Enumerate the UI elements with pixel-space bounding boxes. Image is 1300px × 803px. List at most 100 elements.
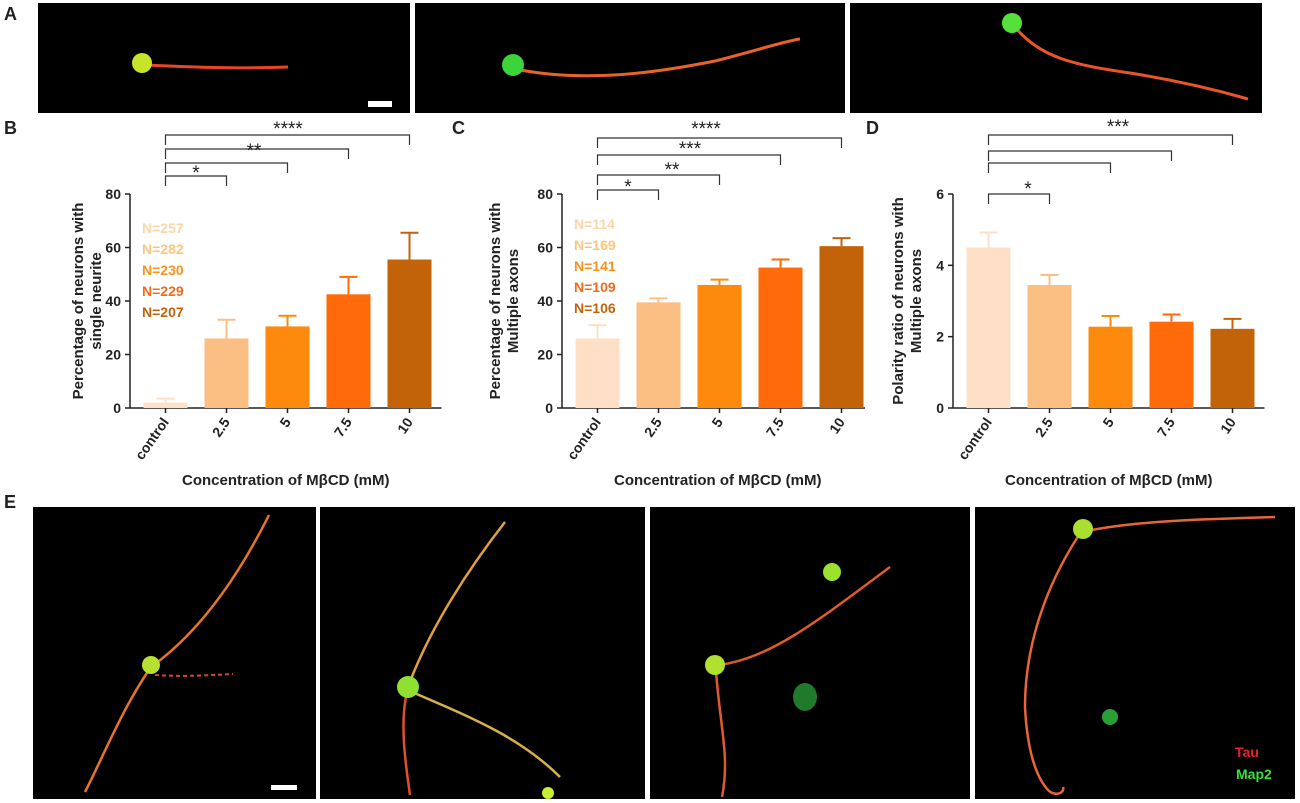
significance-label: ***	[1107, 117, 1130, 138]
bar-control	[143, 402, 188, 408]
x-tick-label: control	[132, 415, 172, 463]
y-axis-label: Multiple axons	[908, 249, 925, 353]
significance-bracket	[596, 174, 721, 185]
y-tick-label: 4	[936, 257, 944, 273]
neurite-trace	[402, 696, 412, 796]
cell-debris	[1102, 709, 1118, 725]
micrograph-a1	[38, 3, 410, 113]
bar-5	[697, 284, 742, 408]
significance-label: *	[624, 177, 632, 198]
neurite-trace	[411, 690, 561, 778]
x-axis-label: Concentration of MβCD (mM)	[614, 472, 821, 489]
y-tick-label: 0	[936, 400, 944, 416]
neuron-soma	[542, 787, 554, 799]
scale-bar	[271, 785, 297, 790]
n-label: N=282	[142, 241, 184, 257]
bar-7.5	[326, 294, 371, 408]
neuron-soma	[132, 53, 152, 73]
n-label: N=109	[574, 279, 616, 295]
y-axis-label: Percentage of neurons with	[487, 203, 504, 400]
y-tick-label: 2	[936, 329, 944, 345]
axon-trace	[714, 670, 727, 798]
bar-5	[1088, 326, 1133, 408]
n-label: N=106	[574, 300, 616, 316]
significance-bracket	[987, 134, 1234, 145]
y-tick-label: 0	[113, 400, 121, 416]
axon-trace	[406, 521, 506, 688]
y-tick-label: 60	[537, 240, 553, 256]
n-label: N=229	[142, 283, 184, 299]
micrograph-e3	[650, 507, 970, 799]
n-label: N=141	[574, 258, 616, 274]
neuron-soma	[502, 54, 524, 76]
significance-label: ***	[679, 139, 702, 160]
neuron-soma	[1002, 13, 1022, 33]
neuron-soma	[397, 676, 419, 698]
scale-bar	[368, 101, 392, 107]
axon-trace	[1023, 534, 1081, 795]
significance-label: ****	[691, 119, 721, 140]
x-tick-label: 2.5	[1032, 414, 1056, 439]
x-tick-label: 7.5	[763, 414, 787, 439]
bar-control	[966, 247, 1011, 408]
bar-2.5	[636, 302, 681, 408]
n-label: N=230	[142, 262, 184, 278]
significance-label: *	[192, 163, 200, 184]
y-tick-label: 20	[537, 347, 553, 363]
significance-label: **	[247, 141, 262, 162]
panel-label-a: A	[4, 4, 17, 24]
x-tick-label: 2.5	[641, 414, 665, 439]
bar-10	[1210, 328, 1255, 408]
x-tick-label: 2.5	[209, 414, 233, 439]
x-tick-label: 10	[826, 414, 848, 436]
chart-polarity-ratio: 0 2 4 6 control 2.5 5 7.5 10 Concentration of MβC…	[890, 117, 1265, 489]
x-axis-label: Concentration of MβCD (mM)	[1005, 472, 1212, 489]
significance-bracket	[164, 134, 411, 145]
x-tick-label: 5	[1099, 414, 1117, 430]
axon-trace	[1086, 515, 1276, 533]
neuron-soma	[705, 655, 725, 675]
legend-tau: Tau	[1235, 744, 1259, 760]
x-tick-label: control	[564, 415, 604, 463]
significance-bracket	[987, 162, 1112, 173]
y-tick-label: 40	[537, 293, 553, 309]
panel-label-d: D	[866, 118, 879, 138]
bar-10	[387, 259, 432, 408]
y-tick-label: 80	[105, 186, 121, 202]
y-tick-label: 0	[545, 400, 553, 416]
significance-bracket	[987, 150, 1173, 161]
bar-7.5	[758, 267, 803, 408]
panel-label-e: E	[4, 492, 17, 512]
x-tick-label: control	[955, 415, 995, 463]
neuron-soma	[142, 656, 160, 674]
bar-10	[819, 246, 864, 408]
micrograph-e1	[33, 507, 316, 799]
micrograph-e2	[320, 507, 645, 799]
significance-label: ****	[273, 119, 303, 140]
axon-trace	[1013, 26, 1249, 101]
x-tick-label: 5	[708, 414, 726, 430]
significance-bracket	[596, 137, 843, 148]
neuron-soma	[823, 563, 841, 581]
micrograph-a3	[850, 3, 1262, 113]
axon-trace	[719, 565, 891, 667]
axon-trace	[514, 37, 801, 78]
y-axis-label: Polarity ratio of neurons with	[890, 197, 907, 405]
x-tick-label: 7.5	[1154, 414, 1178, 439]
axon-trace	[145, 63, 289, 70]
panel-label-c: C	[452, 118, 465, 138]
neurite-trace	[154, 673, 234, 677]
y-axis-label: Multiple axons	[505, 249, 522, 353]
micrograph-a2	[415, 3, 845, 113]
cell-debris	[793, 683, 817, 711]
significance-bracket	[596, 154, 782, 165]
y-tick-label: 40	[105, 293, 121, 309]
significance-bracket	[596, 189, 660, 200]
n-label: N=257	[142, 220, 184, 236]
chart-single-neurite: 0 20 40 60 80 control 2.5 5 7.5 10 Concentration o…	[70, 119, 442, 489]
y-tick-label: 6	[936, 186, 944, 202]
significance-bracket	[164, 175, 228, 186]
legend-map2: Map2	[1236, 766, 1272, 782]
significance-bracket	[987, 193, 1051, 204]
x-tick-label: 5	[276, 414, 294, 430]
